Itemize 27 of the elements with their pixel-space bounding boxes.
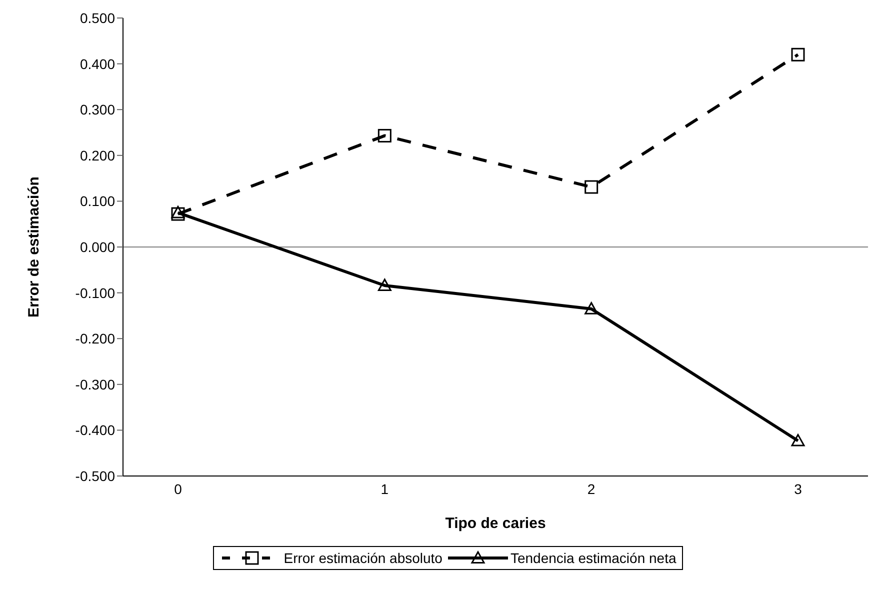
y-tick-label: -0.100 <box>75 284 116 301</box>
legend-label: Tendencia estimación neta <box>510 550 676 566</box>
y-tick-label: 0.500 <box>80 10 116 26</box>
point <box>171 206 185 218</box>
x-tick-label: 0 <box>174 480 182 497</box>
point <box>791 48 805 62</box>
y-tick-label: 0.400 <box>80 56 116 72</box>
point <box>791 434 805 446</box>
x-tick-label: 1 <box>380 480 389 497</box>
y-tick-label: -0.400 <box>75 422 116 438</box>
y-tick-label: 0.000 <box>80 238 116 255</box>
legend-label: Error estimación absoluto <box>284 550 442 566</box>
point <box>378 278 392 292</box>
x-tick-label: 3 <box>794 480 802 497</box>
y-tick-label: 0.100 <box>80 193 116 210</box>
x-axis-title: Tipo de caries <box>445 515 546 532</box>
point <box>584 302 598 314</box>
y-tick-label: -0.200 <box>75 330 116 347</box>
y-tick-label: -0.300 <box>75 376 116 392</box>
point <box>171 207 185 221</box>
point <box>584 180 598 194</box>
point <box>378 128 392 142</box>
y-tick-label: 0.300 <box>80 102 116 118</box>
x-tick-label: 2 <box>587 480 596 497</box>
y-tick-label: -0.500 <box>75 468 116 484</box>
y-tick-label: 0.200 <box>80 147 116 164</box>
y-axis-title: Error de estimación <box>25 176 42 318</box>
